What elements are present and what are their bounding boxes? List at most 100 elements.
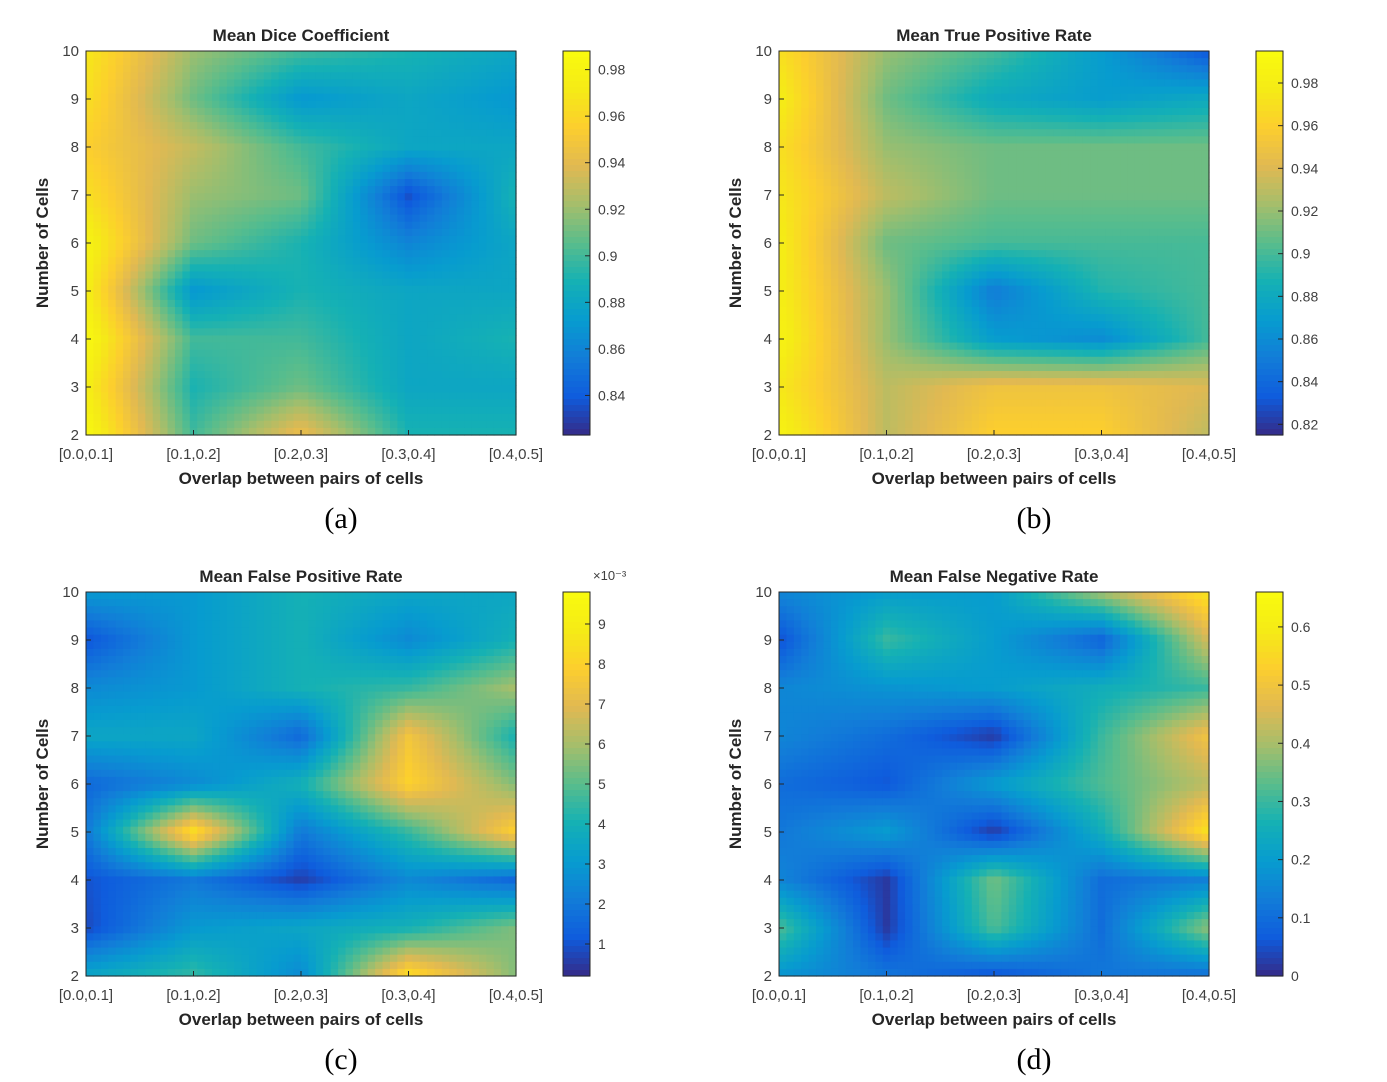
heatmap-cell: [853, 243, 862, 251]
heatmap-cell: [360, 413, 369, 422]
y-tick-label: 4: [71, 331, 79, 348]
heatmap-cell: [360, 221, 369, 230]
heatmap-cell: [308, 271, 317, 280]
heatmap-cell: [160, 65, 169, 73]
heatmap-cell: [427, 342, 436, 351]
heatmap-cell: [308, 115, 317, 123]
heatmap-cell: [1075, 243, 1084, 251]
heatmap-cell: [308, 100, 317, 109]
heatmap-cell: [979, 157, 988, 166]
heatmap-cell: [956, 58, 965, 66]
heatmap-cell: [897, 200, 906, 209]
heatmap-cell: [167, 93, 176, 102]
y-tick-label: 3: [71, 379, 79, 396]
heatmap-cell: [278, 179, 287, 187]
heatmap-cell: [979, 107, 988, 116]
heatmap-cell: [801, 157, 810, 166]
heatmap-cell: [212, 285, 221, 294]
heatmap-cell: [471, 307, 480, 315]
heatmap-cell: [1060, 235, 1069, 244]
heatmap-cell: [1149, 179, 1158, 187]
heatmap-cell: [897, 107, 906, 116]
heatmap-cell: [197, 321, 206, 329]
heatmap-cell: [493, 58, 502, 66]
heatmap-cell: [808, 107, 817, 116]
heatmap-cell: [964, 235, 973, 244]
heatmap-cell: [100, 86, 109, 95]
heatmap-cell: [1038, 65, 1047, 73]
heatmap-cell: [241, 363, 250, 372]
heatmap-cell: [853, 122, 862, 130]
heatmap-cell: [197, 100, 206, 109]
heatmap-cell: [286, 51, 295, 59]
heatmap-cell: [286, 385, 295, 393]
heatmap-cell: [315, 271, 324, 280]
heatmap-cell: [345, 243, 354, 251]
heatmap-cell: [137, 214, 146, 223]
heatmap-cell: [293, 278, 302, 287]
heatmap-cell: [130, 356, 139, 365]
heatmap-cell: [249, 214, 258, 223]
heatmap-cell: [115, 186, 124, 194]
heatmap-cell: [1201, 200, 1210, 209]
heatmap-cell: [330, 179, 339, 187]
heatmap-cell: [137, 107, 146, 116]
heatmap-cell: [1001, 186, 1010, 194]
heatmap-cell: [263, 385, 272, 393]
heatmap-cell: [93, 65, 102, 73]
heatmap-cell: [293, 392, 302, 401]
heatmap-cell: [942, 250, 951, 258]
heatmap-cell: [501, 86, 510, 95]
heatmap-cell: [382, 93, 391, 102]
heatmap-cell: [934, 72, 943, 81]
heatmap-cell: [352, 264, 361, 273]
heatmap-cell: [508, 122, 517, 130]
heatmap-cell: [263, 107, 272, 116]
colorbar-segment: [563, 273, 590, 280]
heatmap-cell: [434, 420, 443, 429]
heatmap-cell: [979, 72, 988, 81]
heatmap-cell: [1194, 129, 1203, 137]
heatmap-cell: [964, 200, 973, 209]
heatmap-cell: [1186, 86, 1195, 95]
heatmap-cell: [801, 186, 810, 194]
heatmap-cell: [1157, 179, 1166, 187]
heatmap-cell: [271, 335, 280, 344]
heatmap-cell: [471, 51, 480, 59]
heatmap-cell: [456, 235, 465, 244]
heatmap-cell: [1164, 186, 1173, 194]
heatmap-cell: [801, 171, 810, 180]
heatmap-cell: [293, 207, 302, 216]
heatmap-cell: [100, 371, 109, 379]
heatmap-cell: [867, 122, 876, 130]
heatmap-cell: [508, 228, 517, 237]
heatmap-cell: [286, 285, 295, 294]
heatmap-cell: [397, 51, 406, 59]
heatmap-cell: [508, 342, 517, 351]
heatmap-cell: [1134, 171, 1143, 180]
heatmap-cell: [1186, 79, 1195, 88]
heatmap-cell: [308, 143, 317, 152]
heatmap-cell: [130, 72, 139, 81]
heatmap-cell: [145, 271, 154, 280]
heatmap-cell: [478, 79, 487, 88]
heatmap-cell: [419, 122, 428, 130]
heatmap-cell: [1201, 235, 1210, 244]
heatmap-cell: [174, 385, 183, 393]
heatmap-cell: [1142, 122, 1151, 130]
heatmap-cell: [301, 399, 310, 408]
heatmap-cell: [464, 179, 473, 187]
heatmap-cell: [352, 349, 361, 358]
heatmap-cell: [441, 328, 450, 337]
heatmap-cell: [471, 207, 480, 216]
heatmap-cell: [1001, 150, 1010, 159]
heatmap-cell: [823, 72, 832, 81]
heatmap-cell: [838, 235, 847, 244]
heatmap-cell: [1016, 51, 1025, 59]
heatmap-cell: [293, 342, 302, 351]
heatmap-cell: [352, 307, 361, 315]
heatmap-cell: [1045, 136, 1054, 145]
heatmap-cell: [160, 420, 169, 429]
heatmap-cell: [971, 157, 980, 166]
heatmap-cell: [271, 371, 280, 379]
